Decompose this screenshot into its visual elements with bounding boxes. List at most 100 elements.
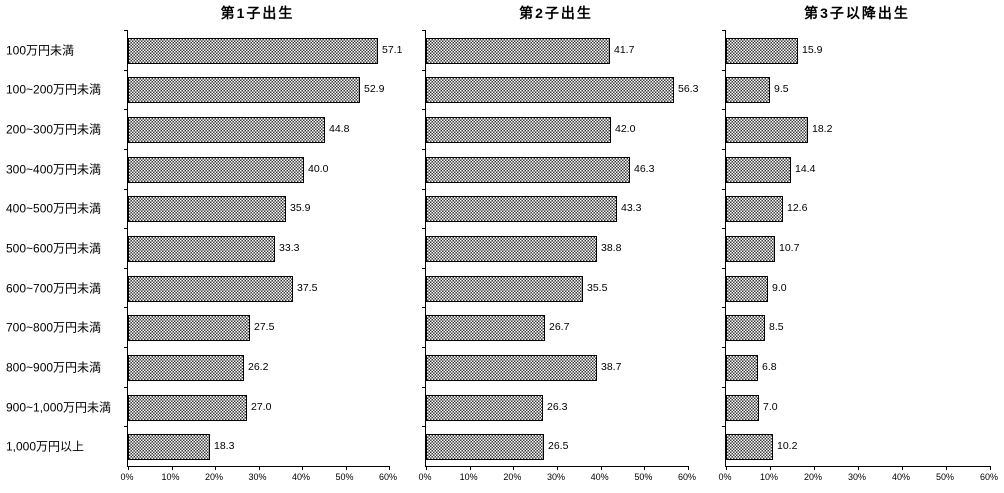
category-axis-tick: [124, 69, 128, 71]
bar: [726, 196, 783, 223]
bar-value-label: 41.7: [614, 43, 635, 56]
bar: [726, 354, 758, 381]
bar-value-label: 35.5: [587, 281, 608, 294]
x-axis-tick: [688, 466, 689, 470]
category-label: 600~700万円未満: [6, 281, 102, 296]
x-axis-tick: [770, 466, 771, 470]
x-axis-tick: [990, 466, 991, 470]
category-label: 800~900万円未満: [6, 360, 102, 375]
x-axis-tick-label: 50%: [634, 472, 653, 482]
bar-value-label: 38.8: [601, 242, 622, 254]
x-axis-tick-label: 0%: [418, 472, 432, 482]
bar: [726, 117, 808, 144]
x-axis-tick-label: 20%: [503, 472, 522, 482]
bar-value-label: 52.9: [364, 83, 385, 96]
category-axis-tick: [124, 307, 128, 309]
x-axis-tick: [814, 466, 815, 470]
bar: [726, 315, 765, 342]
bar-value-label: 10.7: [779, 242, 800, 254]
category-axis-tick: [422, 307, 426, 309]
bar-value-label: 9.5: [774, 83, 789, 96]
bar: [726, 275, 768, 302]
bar-value-label: 27.5: [254, 321, 275, 334]
bar: [426, 37, 610, 64]
x-axis-tick-label: 50%: [935, 472, 955, 482]
category-axis-tick: [422, 69, 426, 71]
x-axis-tick: [644, 466, 646, 470]
bar: [726, 77, 770, 104]
plot-area-second-birth: 41.7 56.3 42.0 46.3 43.3 38.8 35.5 26.7 38.7 26.3…: [422, 30, 698, 470]
category-axis-tick: [124, 109, 128, 111]
bar: [128, 77, 360, 104]
x-axis-tick-label: 10%: [161, 472, 180, 482]
bar-value-label: 26.2: [248, 360, 269, 373]
x-axis-tick: [171, 466, 173, 470]
category-label: 100~200万円未満: [6, 82, 102, 97]
x-axis-tick: [513, 466, 515, 470]
x-axis-tick: [946, 466, 947, 470]
bar: [426, 434, 544, 461]
category-axis-tick: [422, 148, 426, 150]
category-axis-tick: [124, 386, 128, 388]
bar: [426, 275, 583, 302]
x-axis-tick-label: 20%: [803, 472, 823, 482]
category-axis-tick: [722, 347, 726, 349]
category-axis-tick: [722, 148, 726, 150]
bar: [128, 434, 210, 461]
category-axis-tick: [124, 347, 128, 349]
x-axis-tick: [128, 466, 129, 470]
bar: [726, 394, 759, 421]
category-axis-tick: [124, 267, 128, 269]
category-axis-tick: [722, 307, 726, 309]
bar: [128, 275, 293, 302]
bar: [128, 196, 286, 223]
bar: [426, 117, 611, 144]
bar-value-label: 18.2: [812, 123, 833, 136]
bar-value-label: 56.3: [678, 83, 699, 96]
category-axis-tick: [722, 228, 726, 230]
x-axis-tick: [215, 466, 216, 470]
bar: [426, 354, 597, 381]
bar: [726, 236, 775, 262]
bar: [128, 236, 275, 262]
category-axis-tick: [422, 188, 426, 190]
bar-value-label: 44.8: [329, 123, 350, 136]
bar-value-label: 26.3: [547, 400, 568, 413]
chart-title-second-birth: 第2子出生: [519, 5, 593, 21]
bar: [128, 117, 325, 144]
bar-value-label: 40.0: [308, 162, 329, 175]
bar-value-label: 27.0: [251, 400, 272, 413]
x-axis-tick-label: 0%: [718, 472, 732, 482]
category-label: 500~600万円未満: [6, 241, 102, 256]
category-axis-tick: [422, 267, 426, 269]
x-axis-tick: [557, 466, 558, 470]
category-axis-tick: [124, 30, 128, 31]
x-axis-tick-label: 30%: [248, 472, 267, 482]
x-axis-tick: [302, 466, 303, 470]
category-label: 700~800万円未満: [6, 320, 102, 335]
category-label: 100万円未満: [6, 43, 75, 58]
bar-value-label: 26.7: [549, 321, 570, 334]
x-axis-tick: [600, 466, 602, 470]
x-axis-tick: [426, 466, 427, 470]
bar: [426, 236, 597, 262]
bar: [128, 354, 244, 381]
x-axis-tick-label: 40%: [291, 472, 311, 482]
bar-value-label: 8.5: [769, 321, 784, 334]
category-axis-tick: [124, 228, 128, 230]
category-axis-tick: [422, 426, 426, 428]
bar-value-label: 6.8: [762, 360, 777, 373]
x-axis-tick: [902, 466, 903, 470]
bar: [128, 315, 250, 342]
x-axis-tick-label: 50%: [335, 472, 354, 482]
category-axis-tick: [124, 148, 128, 150]
bar-value-label: 46.3: [634, 162, 655, 175]
category-axis-tick: [422, 228, 426, 230]
category-axis-tick: [722, 386, 726, 388]
category-axis-tick: [722, 426, 726, 428]
plot-area-third-or-later-birth: 15.9 9.5 18.2 14.4 12.6 10.7 9.0 8.5 6.8 7.0 10.2: [722, 30, 991, 470]
bar-value-label: 12.6: [787, 202, 808, 215]
bar-value-label: 43.3: [621, 202, 642, 215]
x-axis-tick: [258, 466, 260, 470]
